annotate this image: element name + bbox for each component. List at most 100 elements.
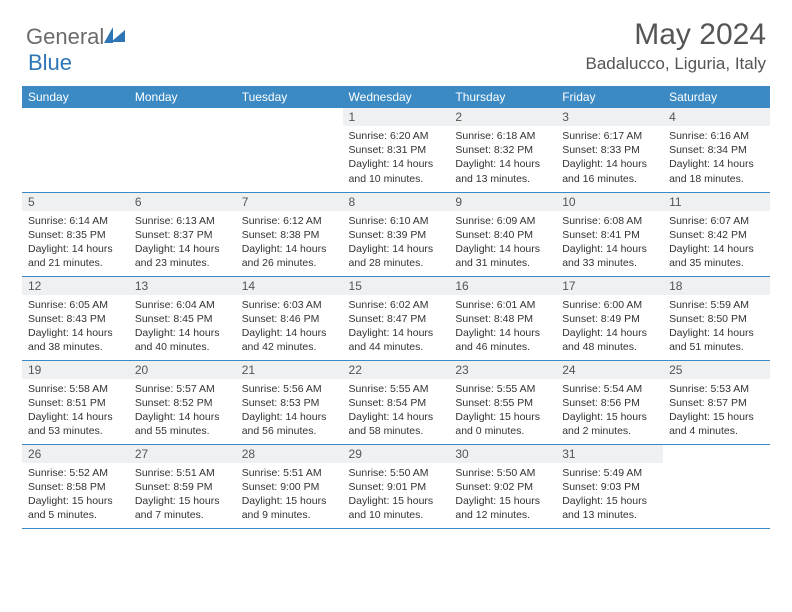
- logo: General: [26, 18, 127, 50]
- weekday-header: Monday: [129, 86, 236, 108]
- day-number: 11: [663, 193, 770, 211]
- day-details: Sunrise: 6:13 AMSunset: 8:37 PMDaylight:…: [129, 211, 236, 275]
- day-details: Sunrise: 6:10 AMSunset: 8:39 PMDaylight:…: [343, 211, 450, 275]
- weekday-header: Sunday: [22, 86, 129, 108]
- day-details: Sunrise: 6:12 AMSunset: 8:38 PMDaylight:…: [236, 211, 343, 275]
- day-number: 18: [663, 277, 770, 295]
- day-details: Sunrise: 5:53 AMSunset: 8:57 PMDaylight:…: [663, 379, 770, 443]
- calendar-week-row: 12Sunrise: 6:05 AMSunset: 8:43 PMDayligh…: [22, 276, 770, 360]
- calendar-day-cell: 17Sunrise: 6:00 AMSunset: 8:49 PMDayligh…: [556, 276, 663, 360]
- day-number: 16: [449, 277, 556, 295]
- day-details: Sunrise: 6:00 AMSunset: 8:49 PMDaylight:…: [556, 295, 663, 359]
- calendar-week-row: 5Sunrise: 6:14 AMSunset: 8:35 PMDaylight…: [22, 192, 770, 276]
- day-details: Sunrise: 6:08 AMSunset: 8:41 PMDaylight:…: [556, 211, 663, 275]
- calendar-day-cell: 18Sunrise: 5:59 AMSunset: 8:50 PMDayligh…: [663, 276, 770, 360]
- day-number: 7: [236, 193, 343, 211]
- calendar-day-cell: 22Sunrise: 5:55 AMSunset: 8:54 PMDayligh…: [343, 360, 450, 444]
- calendar-empty-cell: [236, 108, 343, 192]
- day-details: Sunrise: 5:57 AMSunset: 8:52 PMDaylight:…: [129, 379, 236, 443]
- day-details: Sunrise: 6:01 AMSunset: 8:48 PMDaylight:…: [449, 295, 556, 359]
- day-details: Sunrise: 6:20 AMSunset: 8:31 PMDaylight:…: [343, 126, 450, 190]
- day-details: Sunrise: 6:03 AMSunset: 8:46 PMDaylight:…: [236, 295, 343, 359]
- day-number: 10: [556, 193, 663, 211]
- day-number: 31: [556, 445, 663, 463]
- calendar-day-cell: 10Sunrise: 6:08 AMSunset: 8:41 PMDayligh…: [556, 192, 663, 276]
- day-details: Sunrise: 6:17 AMSunset: 8:33 PMDaylight:…: [556, 126, 663, 190]
- calendar-day-cell: 30Sunrise: 5:50 AMSunset: 9:02 PMDayligh…: [449, 444, 556, 528]
- day-number: 25: [663, 361, 770, 379]
- day-details: Sunrise: 5:52 AMSunset: 8:58 PMDaylight:…: [22, 463, 129, 527]
- day-number: 5: [22, 193, 129, 211]
- logo-text-gray: General: [26, 24, 104, 50]
- location-text: Badalucco, Liguria, Italy: [586, 54, 767, 74]
- calendar-empty-cell: [129, 108, 236, 192]
- day-details: Sunrise: 5:49 AMSunset: 9:03 PMDaylight:…: [556, 463, 663, 527]
- day-number: 27: [129, 445, 236, 463]
- calendar-day-cell: 1Sunrise: 6:20 AMSunset: 8:31 PMDaylight…: [343, 108, 450, 192]
- day-number: 3: [556, 108, 663, 126]
- page-title: May 2024: [586, 18, 767, 52]
- day-details: Sunrise: 5:50 AMSunset: 9:02 PMDaylight:…: [449, 463, 556, 527]
- day-number: 12: [22, 277, 129, 295]
- calendar-body: 1Sunrise: 6:20 AMSunset: 8:31 PMDaylight…: [22, 108, 770, 528]
- day-number: 21: [236, 361, 343, 379]
- day-details: Sunrise: 5:59 AMSunset: 8:50 PMDaylight:…: [663, 295, 770, 359]
- calendar-day-cell: 31Sunrise: 5:49 AMSunset: 9:03 PMDayligh…: [556, 444, 663, 528]
- day-details: Sunrise: 5:55 AMSunset: 8:55 PMDaylight:…: [449, 379, 556, 443]
- day-number: 24: [556, 361, 663, 379]
- day-details: Sunrise: 6:02 AMSunset: 8:47 PMDaylight:…: [343, 295, 450, 359]
- calendar-day-cell: 11Sunrise: 6:07 AMSunset: 8:42 PMDayligh…: [663, 192, 770, 276]
- calendar-day-cell: 3Sunrise: 6:17 AMSunset: 8:33 PMDaylight…: [556, 108, 663, 192]
- day-details: Sunrise: 5:51 AMSunset: 8:59 PMDaylight:…: [129, 463, 236, 527]
- calendar-week-row: 26Sunrise: 5:52 AMSunset: 8:58 PMDayligh…: [22, 444, 770, 528]
- calendar-day-cell: 4Sunrise: 6:16 AMSunset: 8:34 PMDaylight…: [663, 108, 770, 192]
- day-details: Sunrise: 6:04 AMSunset: 8:45 PMDaylight:…: [129, 295, 236, 359]
- calendar-day-cell: 20Sunrise: 5:57 AMSunset: 8:52 PMDayligh…: [129, 360, 236, 444]
- calendar-day-cell: 26Sunrise: 5:52 AMSunset: 8:58 PMDayligh…: [22, 444, 129, 528]
- day-number: 19: [22, 361, 129, 379]
- calendar-day-cell: 25Sunrise: 5:53 AMSunset: 8:57 PMDayligh…: [663, 360, 770, 444]
- weekday-header: Thursday: [449, 86, 556, 108]
- calendar-day-cell: 23Sunrise: 5:55 AMSunset: 8:55 PMDayligh…: [449, 360, 556, 444]
- calendar-day-cell: 8Sunrise: 6:10 AMSunset: 8:39 PMDaylight…: [343, 192, 450, 276]
- day-details: Sunrise: 6:07 AMSunset: 8:42 PMDaylight:…: [663, 211, 770, 275]
- day-details: Sunrise: 6:09 AMSunset: 8:40 PMDaylight:…: [449, 211, 556, 275]
- day-details: Sunrise: 6:18 AMSunset: 8:32 PMDaylight:…: [449, 126, 556, 190]
- day-number: 17: [556, 277, 663, 295]
- day-details: Sunrise: 5:58 AMSunset: 8:51 PMDaylight:…: [22, 379, 129, 443]
- calendar-day-cell: 27Sunrise: 5:51 AMSunset: 8:59 PMDayligh…: [129, 444, 236, 528]
- calendar-empty-cell: [663, 444, 770, 528]
- calendar-day-cell: 19Sunrise: 5:58 AMSunset: 8:51 PMDayligh…: [22, 360, 129, 444]
- day-details: Sunrise: 5:50 AMSunset: 9:01 PMDaylight:…: [343, 463, 450, 527]
- day-number: 26: [22, 445, 129, 463]
- day-number: 2: [449, 108, 556, 126]
- calendar-day-cell: 12Sunrise: 6:05 AMSunset: 8:43 PMDayligh…: [22, 276, 129, 360]
- calendar-day-cell: 15Sunrise: 6:02 AMSunset: 8:47 PMDayligh…: [343, 276, 450, 360]
- weekday-header: Wednesday: [343, 86, 450, 108]
- day-number: 4: [663, 108, 770, 126]
- calendar-day-cell: 7Sunrise: 6:12 AMSunset: 8:38 PMDaylight…: [236, 192, 343, 276]
- day-number: 28: [236, 445, 343, 463]
- calendar-day-cell: 16Sunrise: 6:01 AMSunset: 8:48 PMDayligh…: [449, 276, 556, 360]
- day-number: 1: [343, 108, 450, 126]
- calendar-day-cell: 2Sunrise: 6:18 AMSunset: 8:32 PMDaylight…: [449, 108, 556, 192]
- day-details: Sunrise: 5:51 AMSunset: 9:00 PMDaylight:…: [236, 463, 343, 527]
- calendar-day-cell: 14Sunrise: 6:03 AMSunset: 8:46 PMDayligh…: [236, 276, 343, 360]
- calendar-day-cell: 5Sunrise: 6:14 AMSunset: 8:35 PMDaylight…: [22, 192, 129, 276]
- day-details: Sunrise: 5:56 AMSunset: 8:53 PMDaylight:…: [236, 379, 343, 443]
- calendar-header-row: SundayMondayTuesdayWednesdayThursdayFrid…: [22, 86, 770, 108]
- day-number: 6: [129, 193, 236, 211]
- day-number: 15: [343, 277, 450, 295]
- day-number: 20: [129, 361, 236, 379]
- day-details: Sunrise: 5:55 AMSunset: 8:54 PMDaylight:…: [343, 379, 450, 443]
- day-number: 14: [236, 277, 343, 295]
- day-details: Sunrise: 6:14 AMSunset: 8:35 PMDaylight:…: [22, 211, 129, 275]
- day-number: 9: [449, 193, 556, 211]
- title-block: May 2024 Badalucco, Liguria, Italy: [586, 18, 767, 74]
- calendar-day-cell: 29Sunrise: 5:50 AMSunset: 9:01 PMDayligh…: [343, 444, 450, 528]
- day-number: 23: [449, 361, 556, 379]
- calendar-day-cell: 6Sunrise: 6:13 AMSunset: 8:37 PMDaylight…: [129, 192, 236, 276]
- day-number: 8: [343, 193, 450, 211]
- day-number: 22: [343, 361, 450, 379]
- day-number: 30: [449, 445, 556, 463]
